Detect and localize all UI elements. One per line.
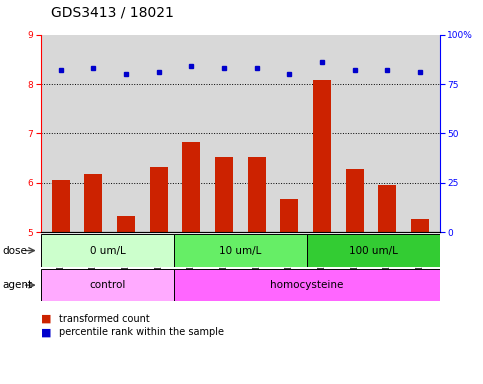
Bar <box>411 219 429 232</box>
Bar <box>117 216 135 232</box>
Bar <box>215 157 233 232</box>
Text: agent: agent <box>2 280 32 290</box>
Text: 10 um/L: 10 um/L <box>219 245 261 256</box>
Bar <box>41 269 174 301</box>
Bar <box>41 234 174 267</box>
Bar <box>378 185 396 232</box>
Text: homocysteine: homocysteine <box>270 280 343 290</box>
Bar <box>307 234 440 267</box>
Bar <box>182 142 200 232</box>
Bar <box>248 157 266 232</box>
Bar <box>150 167 168 232</box>
Bar <box>174 234 307 267</box>
Bar <box>52 180 70 232</box>
Bar <box>174 269 440 301</box>
Bar <box>346 169 364 232</box>
Text: transformed count: transformed count <box>59 314 150 324</box>
Bar <box>85 174 102 232</box>
Text: percentile rank within the sample: percentile rank within the sample <box>59 327 225 337</box>
Text: control: control <box>89 280 126 290</box>
Text: ■: ■ <box>41 314 52 324</box>
Bar <box>313 80 331 232</box>
Bar <box>280 199 298 232</box>
Text: GDS3413 / 18021: GDS3413 / 18021 <box>51 5 173 19</box>
Text: dose: dose <box>2 245 28 256</box>
Text: 100 um/L: 100 um/L <box>349 245 398 256</box>
Text: 0 um/L: 0 um/L <box>89 245 126 256</box>
Text: ■: ■ <box>41 327 52 337</box>
